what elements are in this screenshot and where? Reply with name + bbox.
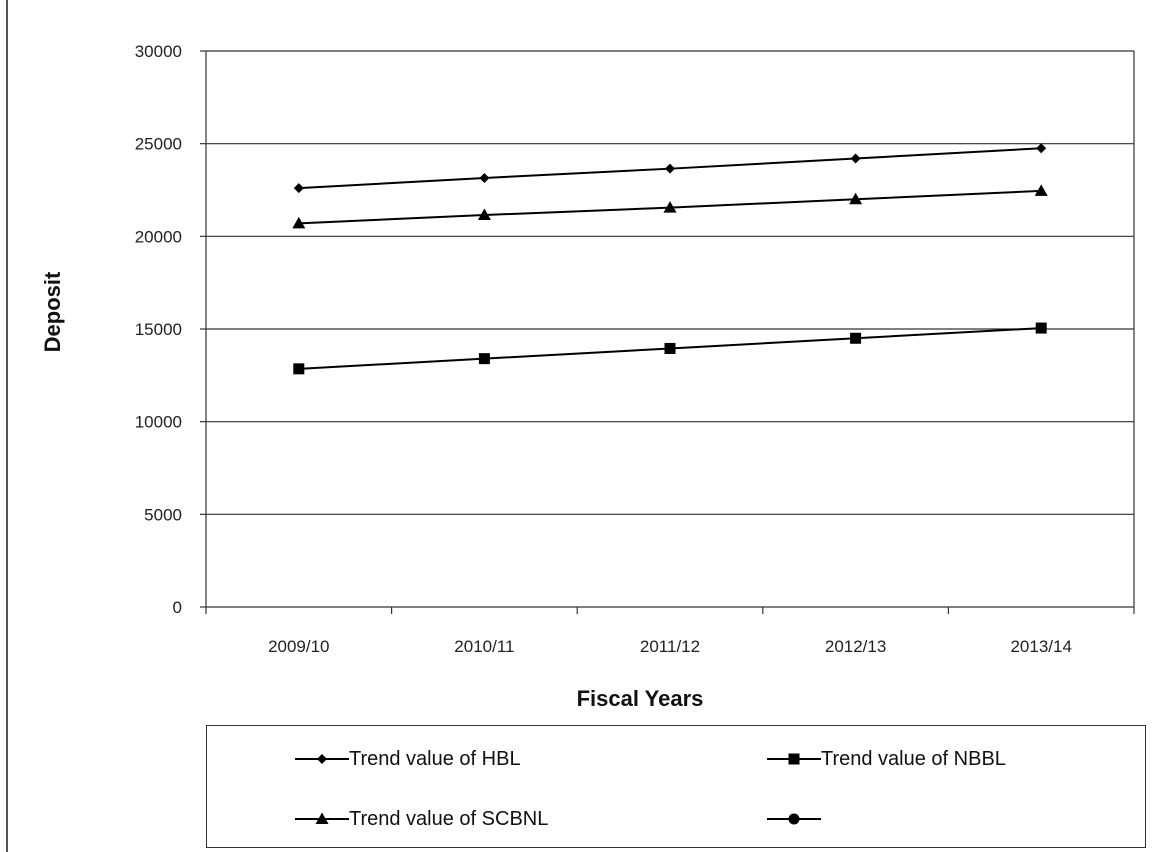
legend-item: Trend value of SCBNL [295,804,548,834]
x-tick-label: 2012/13 [825,637,886,656]
data-point [292,216,306,229]
square-marker-icon [767,753,821,765]
y-tick-label: 15000 [135,320,182,339]
circle-marker-icon [767,813,821,825]
tick-labels: 0 5000 10000 15000 20000 25000 30000 2009/10 201… [135,42,1072,656]
legend-item: Trend value of HBL [295,744,521,774]
x-tick-label: 2011/12 [640,637,700,656]
gridlines [206,143,1134,515]
page-left-border [6,0,8,852]
data-point [478,353,490,365]
data-point [665,163,675,174]
y-tick-label: 30000 [135,42,182,61]
series-lines [292,143,1048,375]
data-point [850,153,861,164]
y-tick-label: 10000 [135,413,182,432]
chart-legend: Trend value of HBL Trend value of NBBL Tre… [206,725,1146,848]
legend-item: Trend value of NBBL [767,744,1006,774]
legend-label: Trend value of SCBNL [349,807,549,830]
legend-marker [788,753,800,765]
data-point [663,201,677,213]
data-point [477,208,491,221]
y-axis-title: Deposit [40,271,65,352]
x-tick-label: 2010/11 [454,637,514,656]
diamond-marker-icon [295,754,349,764]
legend-label: Trend value of HBL [349,747,521,770]
data-point [850,332,862,344]
x-tick-label: 2013/14 [1010,637,1071,656]
series-1 [293,143,1047,194]
data-point [1036,143,1047,154]
y-tick-label: 0 [173,598,182,617]
legend-marker [788,813,800,825]
data-point [293,363,305,375]
x-tick-label: 2009/10 [268,637,329,656]
y-tick-label: 25000 [135,135,182,154]
data-point [293,183,304,194]
data-point [664,342,676,354]
legend-item [767,804,821,834]
axes [200,50,1135,614]
series-2 [293,322,1047,375]
series-3 [292,184,1048,229]
data-point [849,192,863,205]
data-point [1034,184,1048,196]
data-point [1035,322,1047,334]
x-axis-title: Fiscal Years [577,686,704,711]
triangle-marker-icon [295,812,349,824]
y-tick-label: 5000 [144,505,182,524]
data-point [479,172,490,183]
legend-marker [315,812,329,824]
legend-label: Trend value of NBBL [821,747,1006,770]
legend-marker [317,754,327,764]
y-tick-label: 20000 [135,227,182,246]
